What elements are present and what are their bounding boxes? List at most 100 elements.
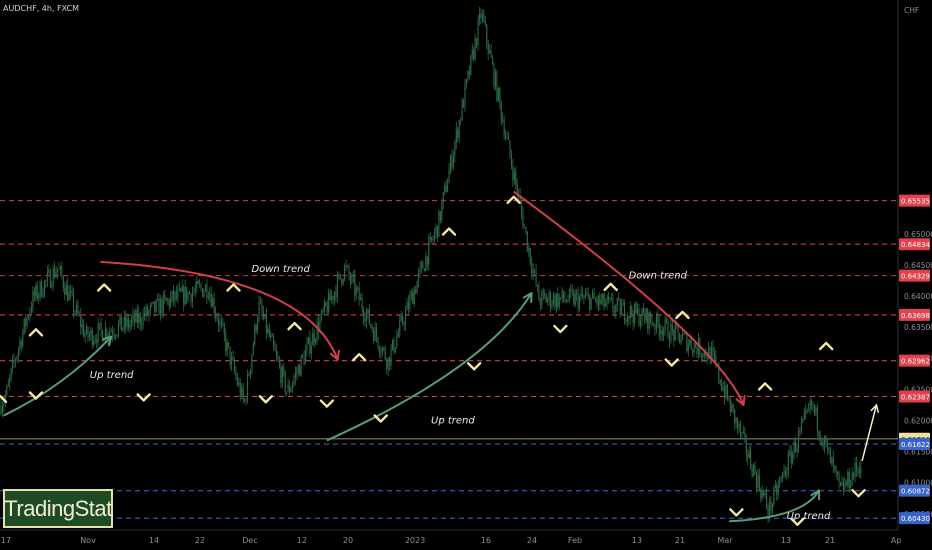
candle-body <box>708 347 710 360</box>
candle-body <box>439 211 441 221</box>
candle-body <box>832 457 834 466</box>
candle-body <box>634 303 636 324</box>
candle-body <box>677 325 679 334</box>
y-tick-label: 0.62000 <box>904 417 932 426</box>
candle-body <box>480 13 482 19</box>
candle-body <box>695 343 697 348</box>
trend-arrowhead <box>101 335 113 347</box>
candle-body <box>465 79 467 85</box>
candle-body <box>29 310 31 317</box>
price-level-label: 0.63698 <box>901 312 930 320</box>
candle-body <box>374 327 376 341</box>
candle-body <box>80 315 82 328</box>
price-level-badge <box>899 238 930 251</box>
candle-body <box>77 304 79 315</box>
candle-body <box>223 324 225 335</box>
candle-body <box>119 316 121 325</box>
candle-body <box>35 285 37 297</box>
candle-body <box>249 369 251 376</box>
down-chevron-icon <box>790 517 805 526</box>
candle-body <box>122 327 124 331</box>
candle-body <box>139 313 141 325</box>
candle-body <box>248 374 250 376</box>
x-tick-label: 14 <box>149 536 159 545</box>
candle-body <box>46 272 48 281</box>
candle-body <box>689 340 691 345</box>
candle-body <box>503 121 505 137</box>
candle-body <box>316 322 318 340</box>
candle-body <box>715 356 717 365</box>
candle-body <box>38 294 40 299</box>
candle-body <box>855 462 858 471</box>
candle-body <box>729 399 731 412</box>
candle-body <box>826 443 829 448</box>
candle-body <box>158 298 160 316</box>
candle-body <box>577 293 579 309</box>
candle-body <box>349 276 351 283</box>
down-trend-arrow <box>513 190 745 406</box>
candle-body <box>380 352 382 354</box>
candle-body <box>522 212 524 228</box>
candle-body <box>558 297 560 307</box>
candle-body <box>161 299 163 314</box>
x-tick-label: 22 <box>195 536 205 545</box>
candle-body <box>244 399 246 402</box>
candle-body <box>43 281 46 295</box>
candle-body <box>331 295 333 301</box>
candle-body <box>429 236 431 241</box>
candle-body <box>436 225 438 237</box>
candle-body <box>813 404 815 413</box>
candle-body <box>413 289 415 305</box>
candle-body <box>821 441 823 444</box>
candle-body <box>206 284 208 298</box>
candle-body <box>187 292 189 301</box>
candle-body <box>712 347 714 352</box>
candle-body <box>731 404 733 412</box>
candle-body <box>389 357 391 366</box>
candle-body <box>773 487 775 505</box>
candle-body <box>499 88 501 103</box>
price-level-badge <box>899 194 930 207</box>
candle-body <box>425 256 427 272</box>
candle-body <box>550 292 552 308</box>
x-tick-label: 20 <box>343 536 353 545</box>
candle-body <box>320 310 322 320</box>
candle-body <box>623 302 626 321</box>
candle-body <box>760 489 762 499</box>
candle-body <box>423 268 425 272</box>
trend-arrowhead <box>735 395 746 406</box>
candle-body <box>805 410 807 414</box>
candle-body <box>561 290 563 298</box>
candle-body <box>296 372 298 374</box>
candle-body <box>390 349 392 366</box>
candle-body <box>86 327 88 334</box>
candle-body <box>87 327 89 338</box>
candle-body <box>370 323 372 327</box>
candle-body <box>552 295 554 305</box>
candle-body <box>532 270 534 274</box>
candle-body <box>551 304 553 308</box>
candle-body <box>538 285 540 302</box>
candle-body <box>326 305 328 313</box>
candle-body <box>84 333 86 337</box>
candle-body <box>405 310 407 325</box>
candle-body <box>336 275 338 298</box>
candle-body <box>854 462 856 477</box>
x-tick-label: 21 <box>825 536 835 545</box>
down-chevron-icon <box>136 393 151 402</box>
candle-body <box>812 404 814 406</box>
candle-body <box>431 236 433 240</box>
candle-body <box>338 273 340 276</box>
candle-body <box>357 287 359 289</box>
candle-body <box>535 270 537 286</box>
candle-body <box>471 50 473 56</box>
candle-body <box>521 201 523 213</box>
candle-body <box>842 482 844 492</box>
candle-body <box>309 337 311 354</box>
candle-body <box>233 360 235 372</box>
candle-body <box>484 21 486 25</box>
candle-body <box>837 471 839 475</box>
candle-body <box>307 337 309 344</box>
candle-body <box>683 333 685 335</box>
